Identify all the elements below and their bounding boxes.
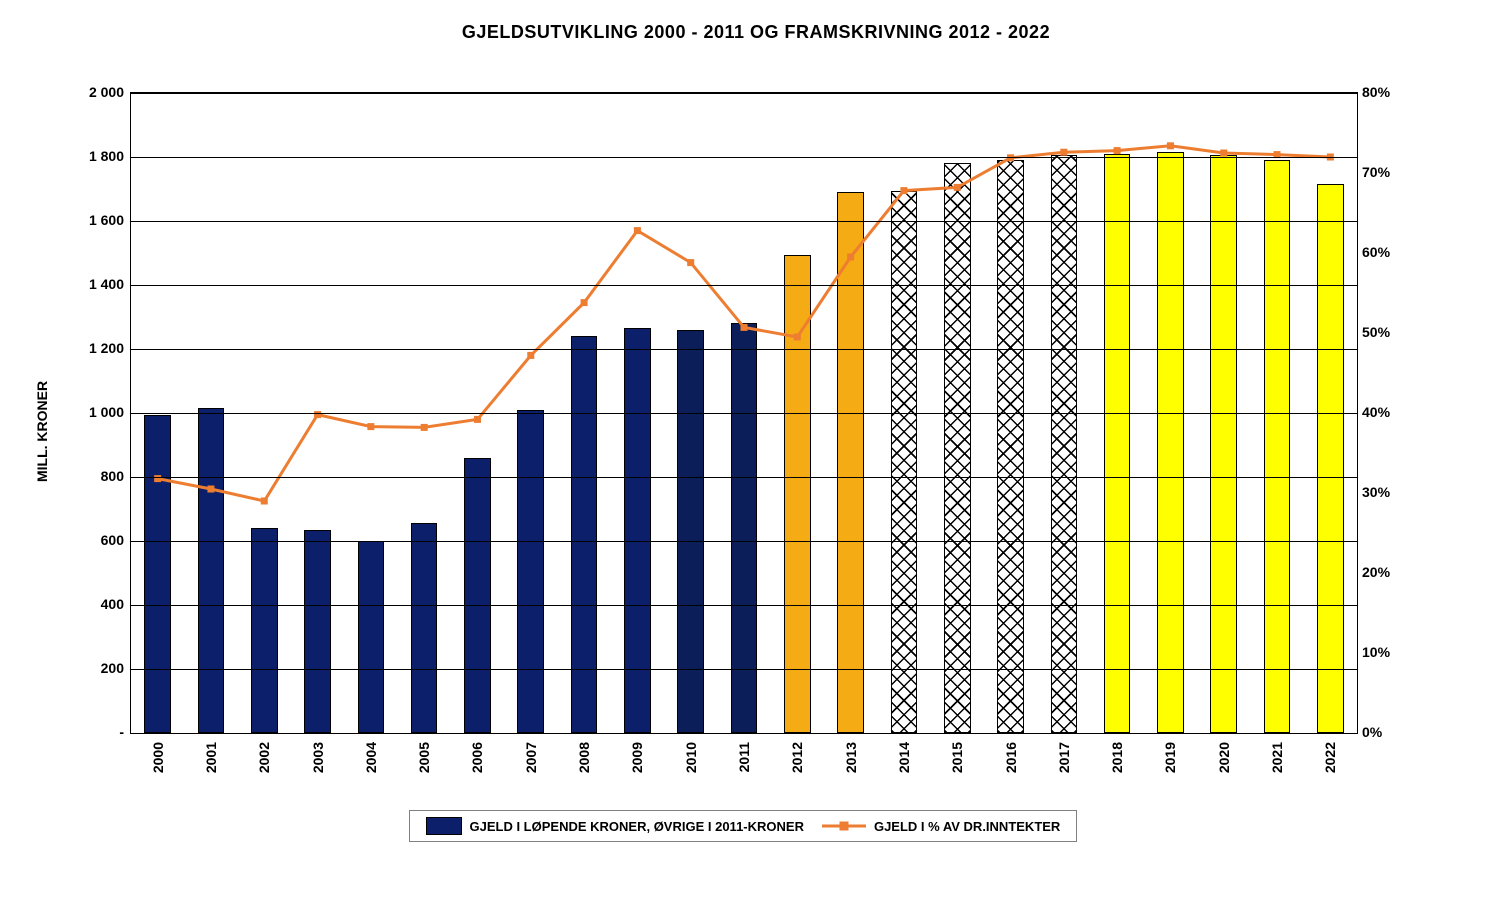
line-marker [954, 184, 961, 191]
grid-line [131, 285, 1357, 286]
x-tick: 2003 [310, 742, 326, 773]
legend-label: GJELD I LØPENDE KRONER, ØVRIGE I 2011-KR… [470, 819, 804, 834]
line-marker [367, 423, 374, 430]
y-right-tick: 80% [1362, 84, 1432, 100]
y-right-tick: 10% [1362, 644, 1432, 660]
grid-line [131, 413, 1357, 414]
line-marker [741, 324, 748, 331]
y-right-tick: 50% [1362, 324, 1432, 340]
x-tick: 2016 [1003, 742, 1019, 773]
y-left-tick: 1 600 [34, 212, 124, 228]
line-marker [794, 334, 801, 341]
x-tick: 2000 [150, 742, 166, 773]
line-marker [687, 259, 694, 266]
legend-item: GJELD I LØPENDE KRONER, ØVRIGE I 2011-KR… [426, 817, 804, 835]
line-marker [847, 254, 854, 261]
chart-title: GJELDSUTVIKLING 2000 - 2011 OG FRAMSKRIV… [0, 22, 1512, 43]
y-right-tick: 60% [1362, 244, 1432, 260]
x-tick: 2010 [683, 742, 699, 773]
y-right-tick: 0% [1362, 724, 1432, 740]
line-marker [581, 299, 588, 306]
y-left-tick: - [34, 724, 124, 740]
legend-item: GJELD I % AV DR.INNTEKTER [822, 818, 1060, 834]
line-marker [1114, 147, 1121, 154]
x-tick: 2001 [203, 742, 219, 773]
grid-line [131, 157, 1357, 158]
y-left-tick: 1 800 [34, 148, 124, 164]
y-left-tick: 2 000 [34, 84, 124, 100]
legend-label: GJELD I % AV DR.INNTEKTER [874, 819, 1060, 834]
grid-line [131, 541, 1357, 542]
line-marker [474, 416, 481, 423]
x-tick: 2004 [363, 742, 379, 773]
y-right-tick: 20% [1362, 564, 1432, 580]
y-left-label: MILL. KRONER [34, 381, 50, 482]
x-tick: 2019 [1162, 742, 1178, 773]
x-tick: 2005 [416, 742, 432, 773]
line-marker [900, 187, 907, 194]
line-marker [207, 486, 214, 493]
y-left-tick: 600 [34, 532, 124, 548]
legend-line-icon [822, 818, 866, 834]
line-marker [1167, 142, 1174, 149]
x-tick: 2011 [736, 742, 752, 772]
x-tick: 2013 [843, 742, 859, 773]
x-tick: 2006 [469, 742, 485, 773]
grid-line [131, 477, 1357, 478]
line-marker [421, 424, 428, 431]
x-tick: 2021 [1269, 742, 1285, 773]
grid-line [131, 93, 1357, 94]
grid-line [131, 669, 1357, 670]
x-tick: 2017 [1056, 742, 1072, 773]
legend: GJELD I LØPENDE KRONER, ØVRIGE I 2011-KR… [409, 810, 1078, 842]
grid-line [131, 221, 1357, 222]
x-tick: 2015 [949, 742, 965, 773]
x-tick: 2022 [1322, 742, 1338, 773]
plot-area [130, 92, 1358, 734]
x-tick: 2009 [629, 742, 645, 773]
y-right-tick: 40% [1362, 404, 1432, 420]
line-marker [634, 227, 641, 234]
grid-line [131, 605, 1357, 606]
line-marker [527, 352, 534, 359]
y-left-tick: 400 [34, 596, 124, 612]
y-right-tick: 30% [1362, 484, 1432, 500]
x-tick: 2007 [523, 742, 539, 773]
x-tick: 2008 [576, 742, 592, 773]
y-left-tick: 200 [34, 660, 124, 676]
x-tick: 2002 [256, 742, 272, 773]
line-marker [1060, 149, 1067, 156]
legend-swatch [426, 817, 462, 835]
x-tick: 2014 [896, 742, 912, 773]
x-tick: 2012 [789, 742, 805, 773]
x-tick: 2020 [1216, 742, 1232, 773]
line-series [158, 146, 1331, 501]
y-left-tick: 1 400 [34, 276, 124, 292]
line-marker [1220, 150, 1227, 157]
line-marker [261, 498, 268, 505]
y-left-tick: 1 200 [34, 340, 124, 356]
y-right-tick: 70% [1362, 164, 1432, 180]
x-tick: 2018 [1109, 742, 1125, 773]
grid-line [131, 349, 1357, 350]
